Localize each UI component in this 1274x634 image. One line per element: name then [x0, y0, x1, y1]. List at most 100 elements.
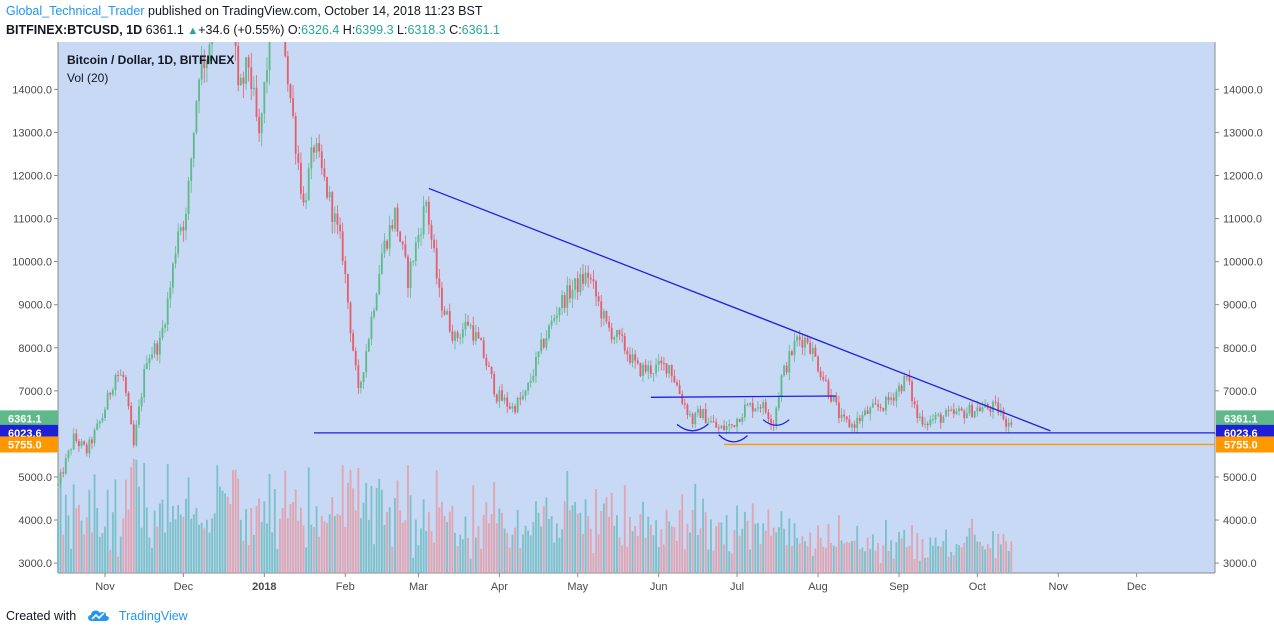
volume-bar	[172, 505, 174, 573]
candle-body	[655, 364, 658, 374]
candle-body	[762, 402, 765, 409]
volume-bar	[738, 535, 741, 573]
candle-body	[354, 350, 357, 366]
y-tick-label-right: 11000.0	[1223, 214, 1262, 226]
volume-bar	[623, 485, 626, 573]
right-shoulder[interactable]	[762, 419, 790, 426]
candle-body	[806, 337, 809, 343]
head[interactable]	[718, 434, 748, 443]
volume-bar	[59, 476, 62, 573]
x-tick-label: Feb	[336, 581, 355, 593]
volume-bar	[595, 489, 597, 573]
candle-body	[67, 450, 70, 459]
volume-bar	[143, 463, 146, 573]
volume-bar	[391, 546, 394, 573]
volume-bar	[864, 551, 866, 573]
volume-bar	[164, 532, 166, 573]
left-shoulder[interactable]	[676, 423, 709, 432]
candle-body	[195, 101, 198, 133]
volume-bar	[320, 515, 323, 573]
volume-bar	[634, 525, 637, 573]
candle-body	[597, 296, 600, 302]
candle-body	[618, 330, 621, 335]
volume-bar	[887, 551, 890, 573]
volume-bar	[843, 543, 846, 573]
volume-bar	[965, 536, 968, 573]
volume-bar	[279, 518, 281, 573]
candle-body	[942, 416, 945, 423]
volume-bar	[297, 520, 300, 573]
volume-bar	[182, 516, 185, 573]
volume-bar	[532, 522, 535, 573]
volume-bar	[166, 464, 169, 573]
volume-bar	[720, 522, 723, 573]
volume-bar	[219, 486, 221, 573]
tradingview-link[interactable]: TradingView	[118, 608, 188, 623]
volume-bar	[495, 523, 498, 573]
candle-body	[939, 414, 942, 423]
candle-body	[326, 177, 328, 198]
volume-bar	[315, 506, 318, 573]
candle-body	[425, 201, 428, 207]
y-tick-label-left: 3000.0	[18, 558, 52, 570]
volume-bar	[91, 532, 93, 573]
y-tick-label-left: 12000.0	[12, 171, 52, 183]
candle-body	[237, 45, 240, 86]
volume-bar	[365, 482, 368, 573]
candle-body	[192, 132, 195, 159]
candle-body	[391, 225, 394, 229]
y-tick-label-right: 14000.0	[1223, 84, 1263, 96]
volume-bar	[482, 514, 485, 573]
candle-body	[746, 404, 749, 406]
candle-body	[759, 407, 762, 409]
volume-bar	[694, 483, 697, 573]
volume-bar	[454, 532, 456, 573]
candle-body	[668, 365, 671, 374]
candle-body	[649, 365, 652, 374]
volume-bar	[516, 509, 519, 573]
volume-bar	[877, 543, 879, 573]
candle-body	[853, 424, 856, 428]
candle-body	[396, 207, 399, 232]
price-label-text: 5755.0	[1224, 439, 1258, 451]
candle-body	[542, 339, 545, 348]
candle-body	[563, 295, 566, 308]
candle-body	[93, 429, 96, 444]
published-text: published on TradingView.com, October 14…	[148, 4, 483, 18]
volume-bar	[313, 527, 315, 573]
candle-body	[467, 321, 469, 326]
candle-body	[670, 365, 673, 377]
volume-bar	[514, 527, 516, 573]
candle-body	[524, 390, 527, 396]
y-tick-label-right: 5000.0	[1223, 472, 1257, 484]
volume-bar	[211, 518, 214, 573]
candle-body	[399, 231, 402, 242]
candle-body	[636, 360, 639, 364]
candle-body	[856, 418, 859, 428]
volume-bar	[542, 506, 545, 573]
volume-bar	[380, 489, 383, 573]
neckline[interactable]	[650, 395, 837, 398]
volume-bar	[903, 530, 906, 573]
volume-bar	[571, 505, 574, 573]
volume-bar	[644, 537, 647, 573]
volume-bar	[145, 507, 148, 573]
volume-bar	[106, 489, 109, 573]
candle-body	[550, 320, 553, 326]
descending-resistance[interactable]	[428, 187, 1051, 432]
candle-body	[623, 335, 626, 351]
volume-bar	[584, 499, 587, 573]
volume-bar	[266, 523, 268, 573]
price-chart[interactable]: 14000.0 14000.0 13000.0 13000.0 12000.0 12000…	[0, 40, 1274, 602]
volume-bar	[101, 533, 104, 573]
volume-bar	[736, 505, 738, 573]
x-axis: Nov Dec 2018 Feb Mar Apr May Jun Jul Aug Sep Oct Nov…	[95, 573, 1147, 593]
volume-bar	[610, 493, 613, 573]
volume-bar	[370, 485, 373, 573]
volume-bar	[67, 515, 70, 573]
author-link[interactable]: Global_Technical_Trader	[6, 4, 145, 18]
volume-bar	[124, 479, 127, 573]
candle-body	[367, 339, 370, 352]
candle-body	[555, 315, 558, 319]
volume-bar	[237, 478, 240, 573]
